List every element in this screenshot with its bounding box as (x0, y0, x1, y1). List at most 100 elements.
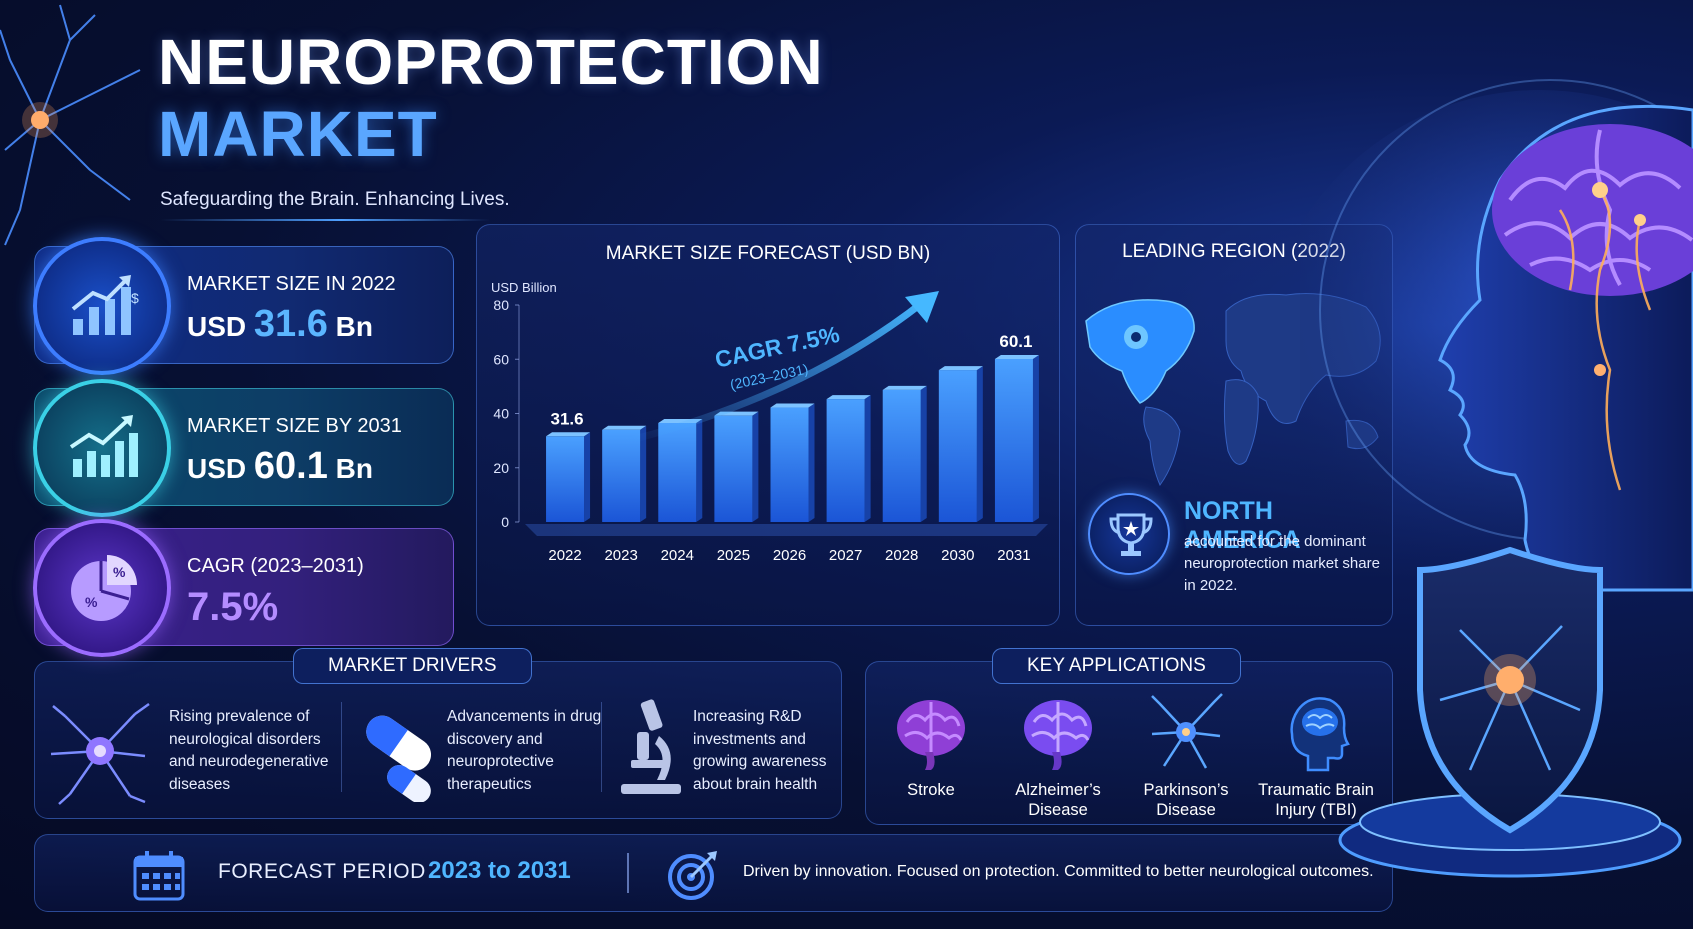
bar-top (882, 385, 927, 390)
x-axis-ticks: 2022 2023 2024 2025 2026 2027 2028 2030 2031 (548, 547, 1030, 564)
kpi-prefix: USD (187, 453, 247, 484)
bar-top (938, 366, 983, 371)
head-brain-icon (1290, 697, 1350, 772)
bar-2028 (882, 389, 921, 522)
kpi-value: 7.5% (187, 585, 278, 630)
kpi-value: USD 60.1 Bn (187, 445, 373, 488)
trophy-icon (1088, 493, 1170, 575)
kpi-number: 31.6 (253, 303, 328, 345)
footer-motto: Driven by innovation. Focused on protect… (743, 863, 1374, 880)
neuron-decoration-icon (0, 4, 141, 246)
kpi-icon-circle: % % (33, 519, 171, 657)
kpi-icon-circle (33, 379, 171, 517)
svg-text:%: % (85, 594, 98, 610)
bar-side (752, 411, 759, 522)
application-label: Stroke (907, 781, 955, 799)
bar-top (770, 403, 815, 408)
y-tick-label: 80 (493, 297, 509, 313)
kpi-suffix: Bn (335, 453, 373, 484)
tagline: Safeguarding the Brain. Enhancing Lives. (160, 189, 510, 210)
bar-side (696, 418, 703, 522)
kpi-label: CAGR (2023–2031) (187, 555, 364, 577)
kpi-card-market-size-2022: $ MARKET SIZE IN 2022 USD 31.6 Bn (33, 237, 454, 375)
svg-text:%: % (113, 564, 126, 580)
bar-chart-dollar-icon: $ (71, 275, 139, 335)
kpi-suffix: Bn (335, 311, 373, 342)
market-drivers-title: MARKET DRIVERS (293, 648, 532, 684)
svg-text:$: $ (131, 290, 139, 306)
bar-side (640, 425, 647, 522)
x-tick-label: 2026 (773, 547, 806, 564)
bar-2030 (938, 370, 977, 522)
x-tick-label: 2024 (661, 547, 694, 564)
capsule-icon (366, 715, 432, 802)
neuron-icon (1151, 693, 1223, 769)
y-axis-label: USD Billion (491, 280, 557, 295)
bar-side (808, 403, 815, 522)
bar-2024 (658, 422, 697, 522)
y-tick-label: 0 (501, 514, 509, 530)
y-axis: 0 20 40 60 80 (493, 297, 520, 530)
driver-item: Advancements in drug discovery and neuro… (355, 696, 615, 806)
tagline-underline (160, 219, 490, 221)
kpi-card-cagr: % % CAGR (2023–2031) 7.5% (33, 519, 454, 657)
driver-item: Increasing R&D investments and growing a… (615, 696, 835, 806)
forecast-period-label: FORECAST PERIOD (218, 860, 426, 883)
divider (601, 702, 602, 792)
application-label: Traumatic Brain Injury (TBI) (1258, 781, 1374, 819)
page-title-line-2: MARKET (158, 98, 438, 170)
y-tick-label: 60 (493, 351, 509, 367)
bar-2027 (826, 399, 865, 522)
data-label: 31.6 (551, 409, 584, 428)
key-applications-panel: KEY APPLICATIONS Stroke Alzheimer’s Dise… (865, 648, 1393, 825)
bar-side (976, 366, 983, 522)
head-brain-shield-illustration (1300, 79, 1693, 878)
driver-text: Rising prevalence of neurological disord… (169, 708, 329, 793)
cagr-trend-arrow (626, 296, 930, 445)
footer-bar: FORECAST PERIOD 2023 to 2031 Driven by i… (34, 834, 1393, 912)
cagr-arrow-head (905, 291, 939, 323)
bar-top (994, 354, 1039, 359)
kpi-label: MARKET SIZE IN 2022 (187, 273, 396, 295)
chart-floor (525, 524, 1048, 536)
driver-item: Rising prevalence of neurological disord… (45, 696, 355, 806)
divider (341, 702, 342, 792)
bar-top (546, 432, 591, 437)
forecast-period-value: 2023 to 2031 (428, 857, 571, 884)
kpi-prefix: USD (187, 311, 247, 342)
y-tick-label: 20 (493, 460, 509, 476)
application-label: Alzheimer’s Disease (1015, 781, 1101, 819)
market-size-forecast-panel: MARKET SIZE FORECAST (USD BN) USD Billio… (476, 224, 1060, 626)
kpi-number: 7.5% (187, 585, 279, 629)
x-tick-label: 2023 (604, 547, 637, 564)
y-tick-label: 40 (493, 406, 509, 422)
chart-title: MARKET SIZE FORECAST (USD BN) (605, 243, 931, 264)
pie-percent-icon: % % (71, 555, 137, 621)
bar-side (584, 432, 591, 522)
region-title: LEADING REGION (2022) (1122, 241, 1346, 262)
region-name: NORTH AMERICA (1184, 497, 1301, 554)
kpi-card-market-size-2031: MARKET SIZE BY 2031 USD 60.1 Bn (33, 379, 454, 517)
bar-side (920, 385, 927, 522)
bar-side (1032, 354, 1039, 522)
growth-chart-icon (69, 415, 138, 477)
page-title-line-1: NEUROPROTECTION (158, 26, 824, 98)
bar-2031 (994, 358, 1033, 522)
target-icon (668, 851, 717, 900)
data-label: 60.1 (999, 332, 1032, 351)
brain-icon (897, 700, 965, 770)
x-tick-label: 2025 (717, 547, 750, 564)
microscope-icon (621, 699, 681, 794)
x-tick-label: 2031 (997, 547, 1030, 564)
bar-top (602, 425, 647, 430)
application-label: Parkinson’s Disease (1143, 781, 1229, 819)
x-tick-label: 2030 (941, 547, 974, 564)
driver-text: Increasing R&D investments and growing a… (693, 708, 827, 793)
bar-2022 (546, 436, 585, 522)
kpi-icon-circle: $ (33, 237, 171, 375)
bar-2023 (602, 429, 641, 522)
kpi-number: 60.1 (253, 445, 328, 487)
kpi-value: USD 31.6 Bn (187, 303, 373, 346)
bar-2025 (714, 415, 753, 522)
